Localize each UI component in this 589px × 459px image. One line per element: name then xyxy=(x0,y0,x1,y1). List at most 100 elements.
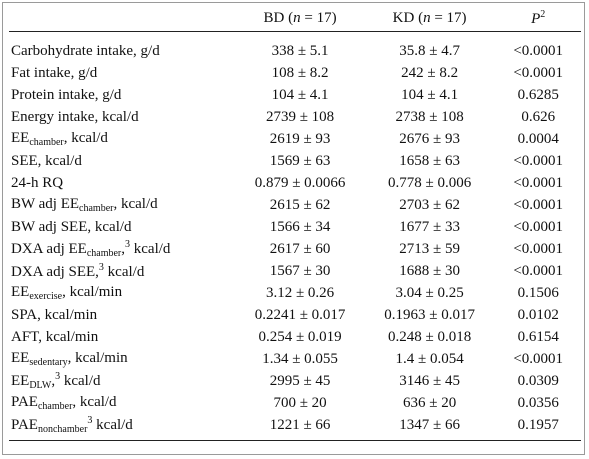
table-cell: 2995 ± 45 xyxy=(269,372,331,389)
table-cell: <0.0001 xyxy=(513,262,564,279)
table-cell: 242 ± 8.2 xyxy=(401,64,459,81)
table-cell: 2703 ± 62 xyxy=(399,196,460,213)
row-label: AFT, kcal/min xyxy=(9,326,236,348)
text-segment: 3 xyxy=(87,415,93,426)
text-segment: PAE xyxy=(11,394,38,410)
text-segment: Carbohydrate intake, g/d xyxy=(11,42,160,59)
table-cell: 2739 ± 108 xyxy=(265,108,335,125)
text-segment: kcal/d xyxy=(92,417,133,433)
table-cell: 108 ± 8.2 xyxy=(271,64,329,81)
table-row: PAEnonchamber3 kcal/d 1221 ± 66 1347 ± 66 0… xyxy=(9,414,581,441)
text-segment: = 17) xyxy=(300,9,337,26)
row-label: SEE, kcal/d xyxy=(9,150,236,172)
text-segment: PAE xyxy=(11,417,38,433)
table-cell: <0.0001 xyxy=(513,64,564,81)
table-cell: 0.1963 ± 0.017 xyxy=(384,306,475,323)
row-label: PAEnonchamber3 kcal/d xyxy=(9,414,237,441)
text-segment: 24-h RQ xyxy=(11,174,64,191)
table-cell: 2617 ± 60 xyxy=(269,240,331,257)
text-segment: , kcal/min xyxy=(67,350,128,366)
text-segment: EE xyxy=(11,130,30,146)
header-cell: BD (n = 17) xyxy=(236,5,364,32)
table-cell: 0.1957 xyxy=(495,414,581,441)
table-cell: 338 ± 5.1 xyxy=(271,42,329,59)
text-segment: DXA adj EE xyxy=(11,241,87,257)
text-segment: chamber xyxy=(37,401,73,412)
table-cell: 1658 ± 63 xyxy=(399,152,460,169)
table-cell: <0.0001 xyxy=(513,152,564,169)
row-label: PAEchamber, kcal/d xyxy=(9,392,236,414)
text-segment: BD ( xyxy=(263,9,294,26)
table-cell: 0.2241 ± 0.017 xyxy=(254,306,346,323)
text-segment: kcal/d xyxy=(130,241,171,257)
table-row: BW adj SEE, kcal/d 1566 ± 34 1677 ± 33 <0.0… xyxy=(9,216,581,238)
table-cell: 1.34 ± 0.055 xyxy=(262,350,338,367)
table-row: SEE, kcal/d 1569 ± 63 1658 ± 63 <0.0001 xyxy=(9,150,581,172)
table-cell: 0.254 ± 0.019 xyxy=(258,328,342,345)
table-row: SPA, kcal/min 0.2241 ± 0.017 0.1963 ± 0.01… xyxy=(9,304,581,326)
row-label: Energy intake, kcal/d xyxy=(9,106,236,128)
text-segment: kcal/d xyxy=(103,263,145,280)
header-cell xyxy=(9,5,237,32)
table-cell: 1677 ± 33 xyxy=(399,218,460,235)
text-segment: = 17) xyxy=(430,9,467,26)
text-segment: 2 xyxy=(540,8,546,20)
table-row: AFT, kcal/min 0.254 ± 0.019 0.248 ± 0.018 0… xyxy=(9,326,581,348)
row-label: EEexercise, kcal/min xyxy=(9,282,236,304)
table-cell: 104 ± 4.1 xyxy=(401,86,459,103)
table-cell: 3146 ± 45 xyxy=(399,372,460,389)
text-segment: SEE, kcal/d xyxy=(11,152,82,169)
table-body: Carbohydrate intake, g/d 338 ± 5.1 35.8 ± … xyxy=(9,32,581,441)
table-row: EEchamber, kcal/d 2619 ± 93 2676 ± 93 0.000… xyxy=(9,128,581,150)
row-label: Carbohydrate intake, g/d xyxy=(9,32,236,63)
table-cell: 0.6285 xyxy=(517,86,559,103)
table-row: DXA adj EEchamber,3 kcal/d 2617 ± 60 2713 … xyxy=(9,238,581,260)
table-cell: 2676 ± 93 xyxy=(399,130,460,147)
table-cell: 1566 ± 34 xyxy=(269,218,331,235)
text-segment: P xyxy=(531,10,541,27)
table-cell: <0.0001 xyxy=(513,218,564,235)
row-label: EEDLW,3 kcal/d xyxy=(9,370,236,392)
text-segment: EE xyxy=(11,350,30,366)
table-cell: 1.4 ± 0.054 xyxy=(395,350,464,367)
table-cell: <0.0001 xyxy=(513,240,564,257)
row-label: BW adj EEchamber, kcal/d xyxy=(9,194,236,216)
text-segment: SPA, kcal/min xyxy=(11,306,98,323)
text-segment: EE xyxy=(11,284,30,300)
table-row: DXA adj SEE,3 kcal/d 1567 ± 30 1688 ± 30 <0… xyxy=(9,260,581,282)
text-segment: nonchamber xyxy=(37,424,88,435)
table-cell: 0.879 ± 0.0066 xyxy=(254,174,346,191)
table-cell: 0.6154 xyxy=(517,328,559,345)
table-row: Carbohydrate intake, g/d 338 ± 5.1 35.8 ± … xyxy=(9,32,581,63)
table-cell: 700 ± 20 xyxy=(273,394,327,411)
table-row: BW adj EEchamber, kcal/d 2615 ± 62 2703 ± … xyxy=(9,194,581,216)
row-label: BW adj SEE, kcal/d xyxy=(9,216,236,238)
table-row: EEsedentary, kcal/min 1.34 ± 0.055 1.4 ± 0… xyxy=(9,348,581,370)
table-row: EEDLW,3 kcal/d 2995 ± 45 3146 ± 45 0.0309 xyxy=(9,370,581,392)
text-segment: DLW xyxy=(29,380,52,391)
text-segment: 3 xyxy=(98,261,104,273)
text-segment: exercise xyxy=(29,291,63,302)
table-cell: 1347 ± 66 xyxy=(363,414,496,441)
table-row: 24-h RQ 0.879 ± 0.0066 0.778 ± 0.006 <0.000… xyxy=(9,172,581,194)
table-header: BD (n = 17) KD ( n = 17) P2 xyxy=(9,5,581,32)
frame: BD (n = 17) KD ( n = 17) P2 Carbohydrate in… xyxy=(2,2,585,455)
table-cell: 2713 ± 59 xyxy=(399,240,460,257)
text-segment: , kcal/min xyxy=(62,284,123,300)
table-cell: <0.0001 xyxy=(513,174,564,191)
text-segment: , kcal/d xyxy=(72,394,117,410)
text-segment: , kcal/d xyxy=(113,196,158,212)
text-segment: EE xyxy=(11,373,30,389)
table-row: Protein intake, g/d 104 ± 4.1 104 ± 4.1 0.6… xyxy=(9,84,581,106)
text-segment: Protein intake, g/d xyxy=(11,86,122,103)
row-label: DXA adj EEchamber,3 kcal/d xyxy=(9,238,236,260)
table-cell: <0.0001 xyxy=(513,196,564,213)
text-segment: n xyxy=(293,9,301,26)
table-row: Energy intake, kcal/d 2739 ± 108 2738 ± 10… xyxy=(9,106,581,128)
table-row: PAEchamber, kcal/d 700 ± 20 636 ± 20 0.0356 xyxy=(9,392,581,414)
table-cell: 104 ± 4.1 xyxy=(271,86,329,103)
table-cell: 2619 ± 93 xyxy=(269,130,331,147)
text-segment: KD ( xyxy=(392,9,424,26)
table-cell: 2738 ± 108 xyxy=(395,108,464,125)
